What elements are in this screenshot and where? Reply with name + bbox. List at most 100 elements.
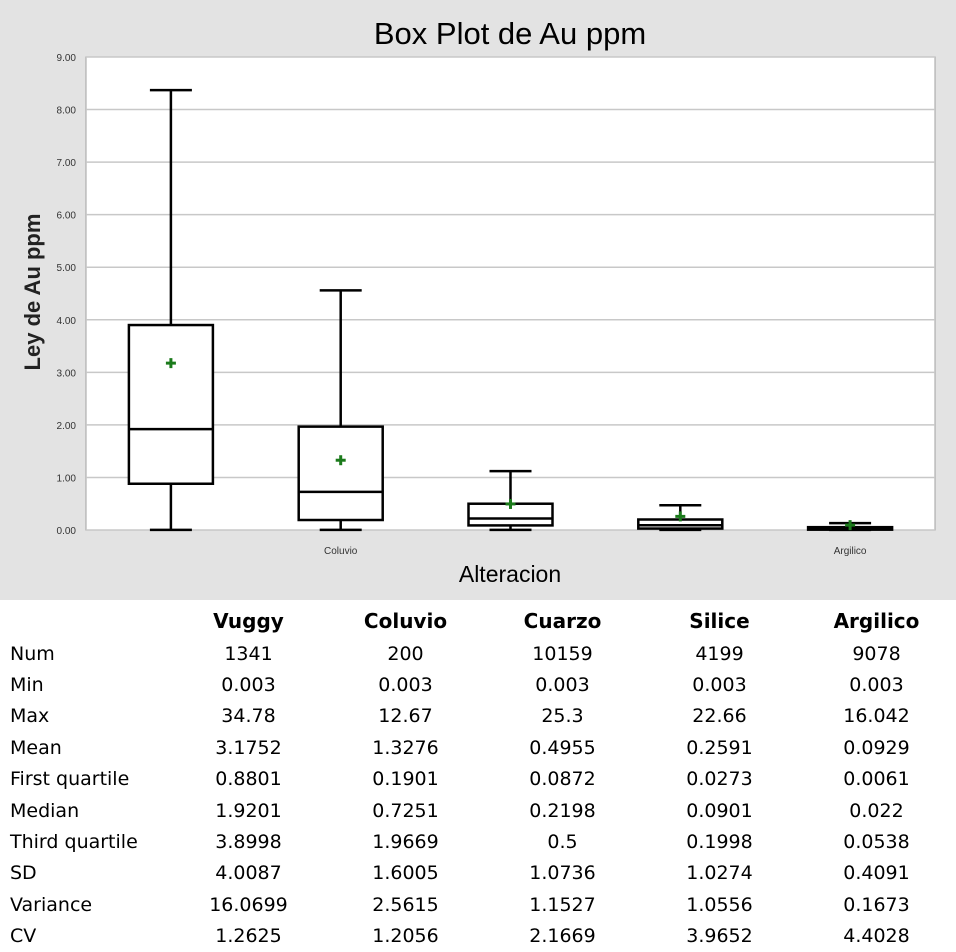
table-cell: 0.022: [849, 799, 904, 822]
y-tick-labels: 0.00 1.00 2.00 3.00 4.00 5.00 6.00 7.00 8.00 9.00: [57, 53, 77, 537]
x-tick-label: Argilico: [834, 546, 867, 557]
column-header: Vuggy: [213, 609, 284, 633]
table-row: First quartile 0.8801 0.1901 0.0872 0.0273 0.…: [10, 764, 955, 795]
chart-title: Box Plot de Au ppm: [374, 16, 646, 51]
table-cell: 0.0061: [843, 768, 910, 791]
table-row: Mean 3.1752 1.3276 0.4955 0.2591 0.0929: [10, 732, 955, 763]
table-cell: 12.67: [378, 705, 433, 728]
table-cell: 4199: [695, 642, 744, 665]
table-cell: 1.9669: [372, 831, 439, 854]
table-cell: 22.66: [692, 705, 747, 728]
y-tick-label: 0.00: [57, 526, 77, 537]
box-iqr: [297, 425, 384, 522]
table-cell: 10159: [532, 642, 593, 665]
stats-corner: [10, 604, 170, 638]
table-cell: 0.5: [547, 831, 578, 854]
table-cell: 0.4955: [529, 736, 596, 759]
table-cell: 0.8801: [215, 768, 282, 791]
table-cell: 0.0273: [686, 768, 753, 791]
y-tick-label: 3.00: [57, 368, 77, 379]
table-row: Median 1.9201 0.7251 0.2198 0.0901 0.022: [10, 795, 955, 826]
boxes: [127, 88, 894, 532]
table-cell: 0.2198: [529, 799, 596, 822]
column-header: Cuarzo: [523, 609, 602, 633]
box-vuggy: [127, 88, 215, 532]
table-cell: 1.0736: [529, 862, 596, 885]
table-row: Variance 16.0699 2.5615 1.1527 1.0556 0.1673: [10, 889, 955, 920]
y-tick-label: 2.00: [57, 421, 77, 432]
table-cell: 0.003: [221, 674, 276, 697]
table-cell: 0.4091: [843, 862, 910, 885]
table-cell: 0.2591: [686, 736, 753, 759]
table-cell: 0.0929: [843, 736, 910, 759]
table-cell: 1.2625: [215, 925, 282, 948]
gridlines: [86, 56, 935, 531]
table-cell: 1.0556: [686, 893, 753, 916]
row-label: Median: [10, 799, 80, 822]
y-tick-label: 7.00: [57, 158, 77, 169]
row-label: Third quartile: [10, 831, 138, 854]
stats-grid: Vuggy Coluvio Cuarzo Silice Argilico Num…: [10, 604, 955, 952]
x-tick-label: Coluvio: [324, 546, 358, 557]
y-tick-label: 8.00: [57, 106, 77, 117]
table-cell: 9078: [852, 642, 901, 665]
table-cell: 0.1901: [372, 768, 439, 791]
table-cell: 1.1527: [529, 893, 596, 916]
table-cell: 1.3276: [372, 736, 439, 759]
table-row: Third quartile 3.8998 1.9669 0.5 0.1998 0.053…: [10, 826, 955, 857]
box-cuarzo: [467, 469, 554, 532]
table-cell: 16.0699: [209, 893, 288, 916]
statistics-table: Vuggy Coluvio Cuarzo Silice Argilico Num…: [0, 600, 956, 947]
table-cell: 0.003: [378, 674, 433, 697]
table-row: SD 4.0087 1.6005 1.0736 1.0274 0.4091: [10, 858, 955, 889]
table-cell: 0.1673: [843, 893, 910, 916]
row-label: Variance: [10, 893, 93, 916]
y-tick-label: 4.00: [57, 316, 77, 327]
row-label: Num: [10, 642, 55, 665]
y-tick-label: 6.00: [57, 211, 77, 222]
table-cell: 3.8998: [215, 831, 282, 854]
mean-marker: [675, 511, 686, 522]
table-cell: 0.003: [535, 674, 590, 697]
table-cell: 0.7251: [372, 799, 439, 822]
row-label: SD: [10, 862, 37, 885]
table-cell: 200: [387, 642, 424, 665]
mean-marker: [165, 358, 176, 369]
mean-marker: [845, 520, 856, 531]
mean-marker: [335, 455, 346, 466]
table-row: Num 1341 200 10159 4199 9078: [10, 638, 955, 669]
table-cell: 1.9201: [215, 799, 282, 822]
table-cell: 2.5615: [372, 893, 439, 916]
table-cell: 4.0087: [215, 862, 282, 885]
box-silice: [637, 504, 724, 532]
table-cell: 0.0538: [843, 831, 910, 854]
table-cell: 3.1752: [215, 736, 282, 759]
table-cell: 1.2056: [372, 925, 439, 948]
table-cell: 25.3: [541, 705, 584, 728]
box-plot-chart: Box Plot de Au ppm 0.00 1.00 2.00 3.00 4.00 5…: [20, 16, 936, 587]
table-cell: 3.9652: [686, 925, 753, 948]
table-row: Max 34.78 12.67 25.3 22.66 16.042: [10, 701, 955, 732]
row-label: CV: [10, 925, 37, 948]
box-argilico: [806, 520, 894, 532]
column-header: Argilico: [833, 609, 920, 633]
table-cell: 1.6005: [372, 862, 439, 885]
stats-header-row: Vuggy Coluvio Cuarzo Silice Argilico: [10, 604, 955, 638]
table-cell: 0.003: [849, 674, 904, 697]
table-cell: 0.003: [692, 674, 747, 697]
plot-area: [85, 56, 936, 531]
chart-panel: Box Plot de Au ppm 0.00 1.00 2.00 3.00 4.00 5…: [0, 0, 956, 600]
table-cell: 1.0274: [686, 862, 753, 885]
table-row: CV 1.2625 1.2056 2.1669 3.9652 4.4028: [10, 921, 955, 952]
row-label: Max: [10, 705, 50, 728]
table-cell: 34.78: [221, 705, 276, 728]
x-tick-labels: Coluvio Argilico: [324, 546, 867, 557]
table-cell: 0.0872: [529, 768, 596, 791]
stats-body: Num 1341 200 10159 4199 9078 Min 0.003 0.003 0.00…: [10, 638, 955, 952]
y-axis-label: Ley de Au ppm: [20, 214, 45, 371]
column-header: Coluvio: [363, 609, 448, 633]
column-header: Silice: [689, 609, 750, 633]
box-coluvio: [297, 289, 384, 532]
table-cell: 1341: [224, 642, 273, 665]
mean-marker: [505, 498, 516, 509]
